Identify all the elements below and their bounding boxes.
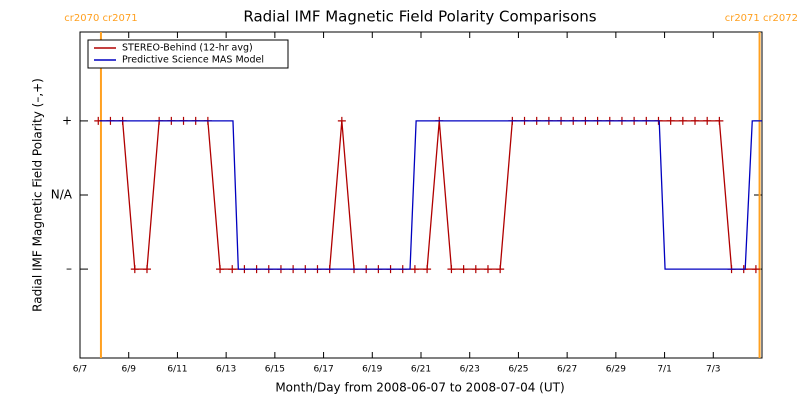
annotation: cr2071 cr2072 <box>725 13 798 24</box>
x-tick-label: 6/9 <box>121 365 136 375</box>
x-tick-label: 6/15 <box>265 365 285 375</box>
x-tick-label: 6/29 <box>606 365 626 375</box>
marker <box>471 265 480 274</box>
marker <box>691 116 700 125</box>
y-tick-label: + <box>62 113 72 127</box>
y-axis-label: Radial IMF Magnetic Field Polarity (–,+) <box>31 78 45 312</box>
x-tick-label: 6/19 <box>362 365 382 375</box>
marker <box>459 265 468 274</box>
x-tick-label: 7/1 <box>657 365 671 375</box>
marker <box>666 116 675 125</box>
legend-box <box>87 39 289 69</box>
x-tick-label: 7/3 <box>706 365 720 375</box>
annotation: cr2070 cr2071 <box>64 13 137 24</box>
marker <box>410 265 419 274</box>
marker <box>142 265 151 274</box>
x-axis-label: Month/Day from 2008-06-07 to 2008-07-04 … <box>275 381 564 395</box>
series-line <box>99 120 762 270</box>
chart-title: Radial IMF Magnetic Field Polarity Compa… <box>243 8 596 26</box>
marker <box>423 265 432 274</box>
marker <box>678 116 687 125</box>
x-tick-label: 6/11 <box>167 365 187 375</box>
x-tick-label: 6/21 <box>411 365 431 375</box>
marker <box>130 265 139 274</box>
x-tick-label: 6/7 <box>73 365 87 375</box>
y-tick-label: N/A <box>51 188 73 202</box>
x-tick-label: 6/13 <box>216 365 236 375</box>
marker <box>483 265 492 274</box>
marker <box>703 116 712 125</box>
marker <box>496 265 505 274</box>
marker <box>751 265 760 274</box>
marker <box>337 116 346 125</box>
marker <box>216 265 225 274</box>
marker <box>228 265 237 274</box>
x-tick-label: 6/25 <box>508 365 528 375</box>
marker <box>715 116 724 125</box>
marker <box>447 265 456 274</box>
legend-label: STEREO-Behind (12-hr avg) <box>122 43 253 54</box>
y-tick-label: – <box>66 262 72 276</box>
legend-label: Predictive Science MAS Model <box>122 55 264 66</box>
x-tick-label: 6/17 <box>313 365 333 375</box>
x-tick-label: 6/27 <box>557 365 577 375</box>
x-tick-label: 6/23 <box>460 365 480 375</box>
